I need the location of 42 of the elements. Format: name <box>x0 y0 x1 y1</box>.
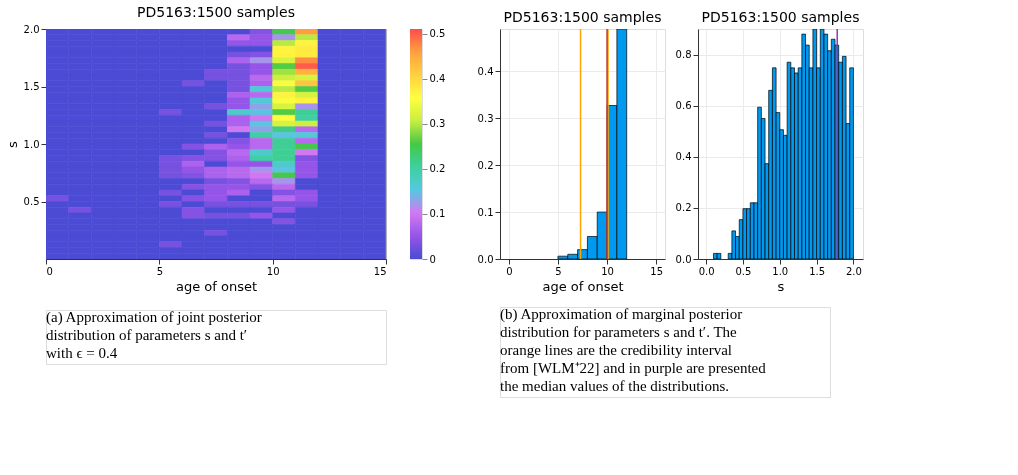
x-tick-label: 1.0 <box>772 265 789 277</box>
x-tick-label: 2.0 <box>845 265 862 277</box>
x-tick-label: 0 <box>506 265 513 277</box>
x-axis-title: age of onset <box>542 278 624 294</box>
y-tick-label: 0.5 <box>23 196 40 207</box>
y-tick-label: 0.0 <box>675 253 692 265</box>
x-tick-label: 1.5 <box>809 265 826 277</box>
color-bar-label: 0.3 <box>429 118 446 130</box>
x-tick-label: 10 <box>266 265 280 277</box>
color-bar-label: 0.1 <box>429 208 446 220</box>
y-tick-label: 0.0 <box>477 253 494 265</box>
x-axis-title: age of onset <box>175 278 258 294</box>
color-bar-label: 0.4 <box>429 73 446 85</box>
y-axis-title: s <box>4 140 20 148</box>
y-tick-label: 0.2 <box>477 159 494 171</box>
x-tick-label: 15 <box>373 265 387 277</box>
color-bar-label: 0 <box>429 253 436 265</box>
x-tick-label: 5 <box>555 265 562 277</box>
x-tick-label: 0 <box>46 265 53 277</box>
chart-title: PD5163:1500 samples <box>701 9 860 25</box>
y-tick-label: 2.0 <box>23 23 40 35</box>
color-bar-label: 0.2 <box>429 163 446 175</box>
x-tick-label: 15 <box>650 265 664 277</box>
x-tick-label: 10 <box>601 265 614 277</box>
y-tick-label: 0.3 <box>477 112 494 124</box>
x-tick-label: 5 <box>156 265 164 277</box>
y-tick-label: 0.2 <box>675 202 692 214</box>
chart-title: PD5163:1500 samples <box>137 4 295 20</box>
y-tick-label: 0.6 <box>675 100 692 112</box>
y-tick-label: 0.4 <box>675 151 692 163</box>
y-tick-label: 1.0 <box>23 138 40 150</box>
text: (b) Approximation of marginal posterior distribution for parameters s and t′. The orange lines are the credibility interval from [WLM⁺22] and in purple are presented the median values of the distributions. <box>500 306 767 394</box>
color-bar-label: 0.5 <box>429 28 446 40</box>
y-tick-label: 1.5 <box>23 81 40 92</box>
text: (a) Approximation of joint posterior distribution of parameters s and t′ with ϵ = 0.4 <box>46 309 262 361</box>
x-tick-label: 0.0 <box>698 265 715 277</box>
x-tick-label: 0.5 <box>735 265 752 277</box>
y-tick-label: 0.8 <box>675 49 692 61</box>
chart-title: PD5163:1500 samples <box>503 9 662 25</box>
x-axis-title: s <box>777 278 785 294</box>
y-tick-label: 0.1 <box>477 206 494 218</box>
y-tick-label: 0.4 <box>477 65 494 77</box>
